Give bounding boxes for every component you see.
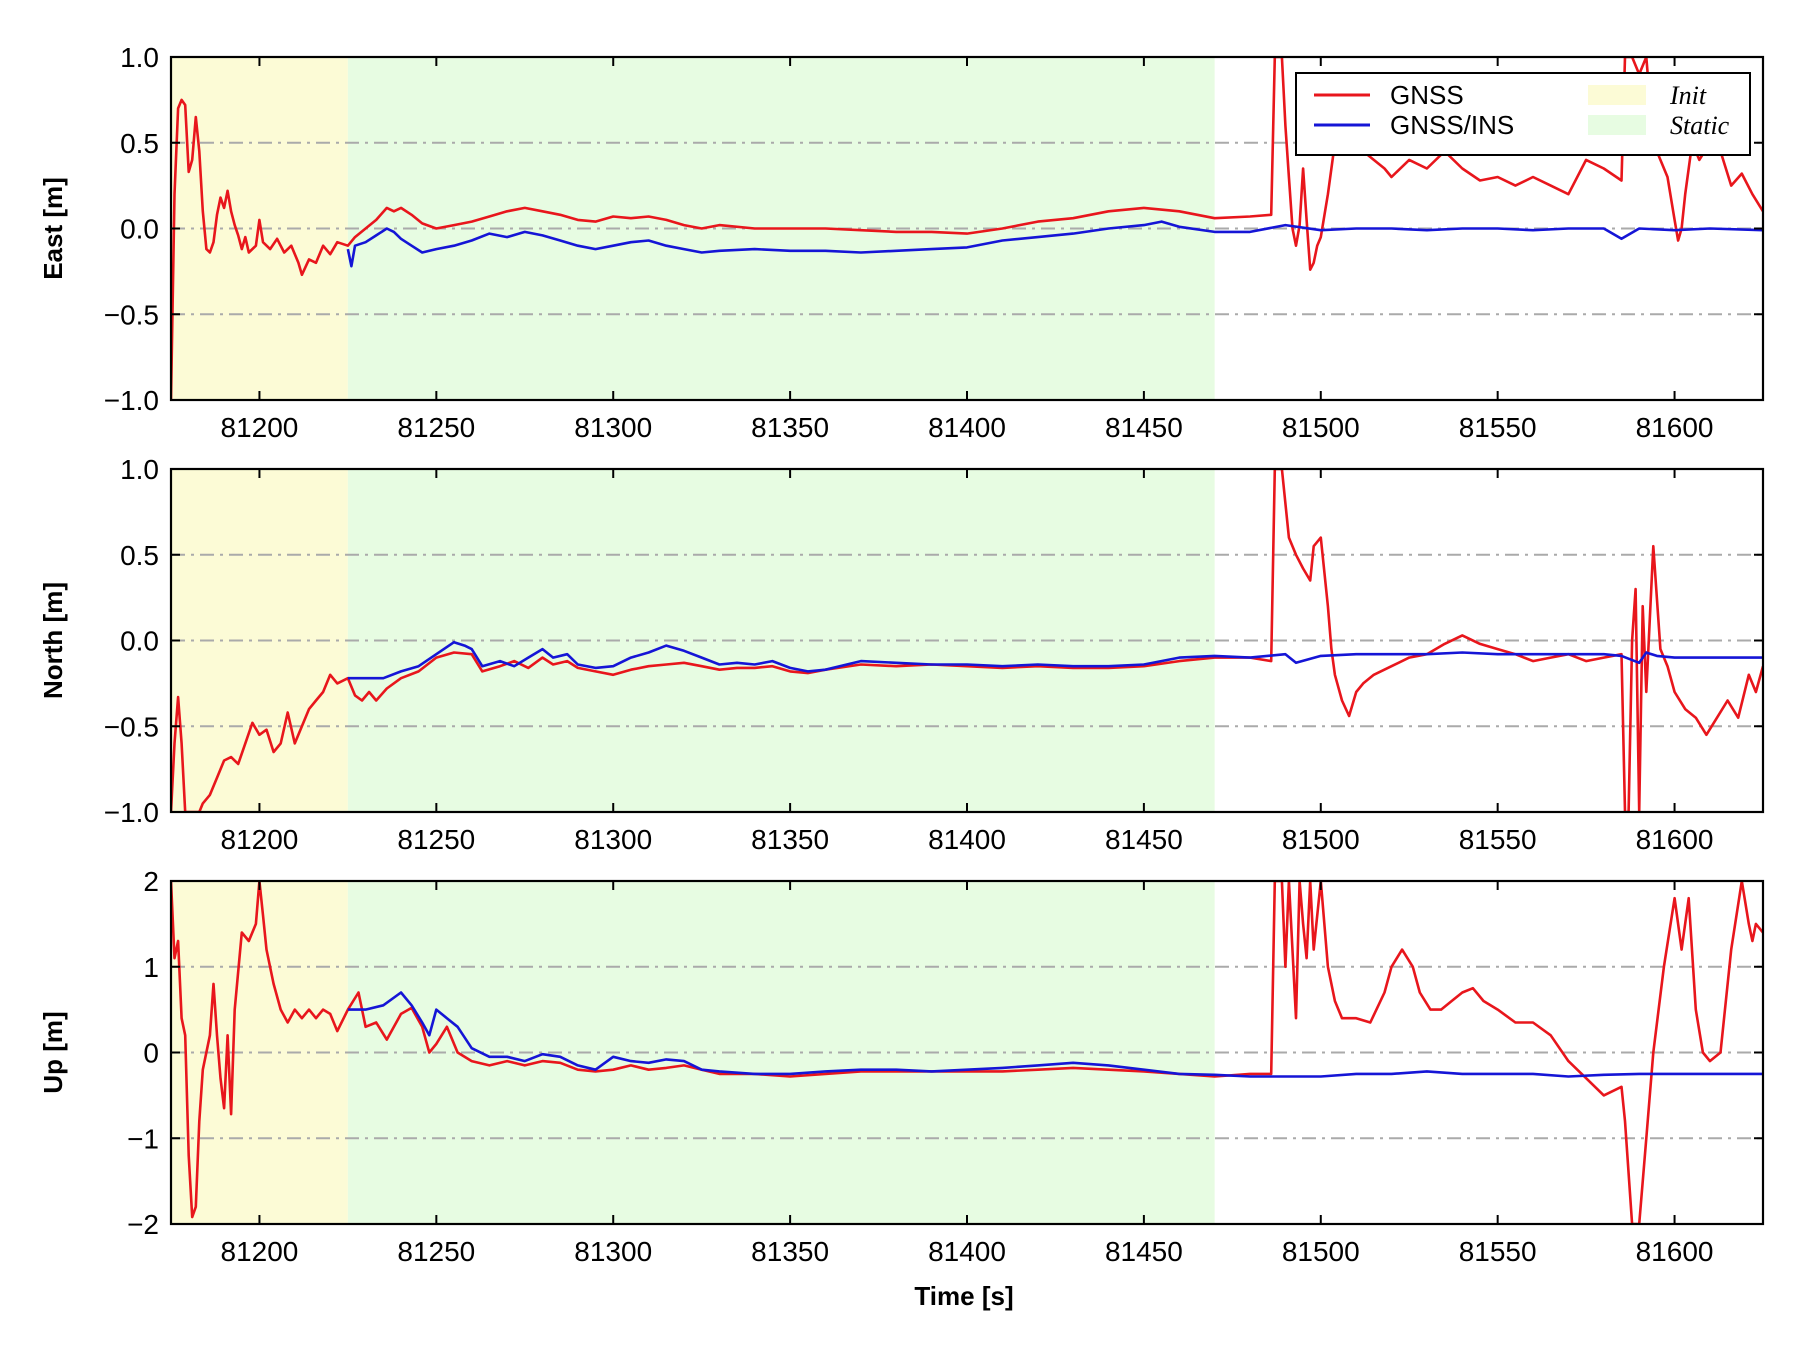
x-tick-label: 81600 [1636,412,1714,443]
x-tick-label: 81550 [1459,412,1537,443]
x-tick-label: 81350 [751,1236,829,1267]
panel-2: −2 −1 0 1 2 81200 81250 81300 81350 81400 81450 815… [38,866,1765,1267]
legend-swatch [1588,85,1646,105]
legend-label: Init [1669,81,1707,110]
y-tick-label: 0.0 [120,214,159,245]
x-tick-label: 81400 [928,1236,1006,1267]
x-tick-label: 81400 [928,412,1006,443]
y-tick-label: −1.0 [104,797,159,828]
series-gnss-ins-0 [346,220,1763,268]
y-axis-label: Up [m] [38,1011,68,1093]
y-tick-label: −1.0 [104,385,159,416]
y-tick-label: −2 [127,1209,159,1240]
x-tick-label: 81350 [751,412,829,443]
legend-swatch [1588,115,1646,135]
series-gnss-ins-1 [347,640,1763,680]
legend-label: GNSS/INS [1390,110,1514,140]
panel-1: −1.0 −0.5 0.0 0.5 1.0 81200 81250 81300 81350 814… [38,454,1765,855]
x-tick-label: 81200 [221,824,299,855]
legend-box [1295,72,1751,156]
legend-label: GNSS [1390,80,1464,110]
x-tick-label: 81250 [397,824,475,855]
y-tick-label: 0.5 [120,540,159,571]
x-tick-label: 81500 [1282,824,1360,855]
y-tick-label: 0.5 [120,128,159,159]
y-tick-label: −1 [127,1123,159,1154]
y-tick-label: 0 [143,1038,159,1069]
series-gnss-0 [171,57,1763,400]
x-tick-label: 81450 [1105,824,1183,855]
x-tick-label: 81550 [1459,824,1537,855]
x-tick-label: 81300 [574,1236,652,1267]
x-tick-label: 81200 [221,412,299,443]
series-gnss-ins-2 [347,991,1763,1078]
x-tick-label: 81250 [397,1236,475,1267]
x-tick-label: 81250 [397,412,475,443]
x-tick-label: 81450 [1105,412,1183,443]
x-tick-label: 81200 [221,1236,299,1267]
x-tick-label: 81300 [574,412,652,443]
y-tick-label: 2 [143,866,159,897]
panel-0: −1.0 −0.5 0.0 0.5 1.0 81200 81250 81300 81350 814… [38,42,1765,443]
y-tick-label: 0.0 [120,626,159,657]
x-tick-label: 81500 [1282,1236,1360,1267]
x-tick-label: 81450 [1105,1236,1183,1267]
y-tick-label: −0.5 [104,299,159,330]
x-tick-label: 81550 [1459,1236,1537,1267]
legend-label: Static [1670,111,1730,140]
x-tick-label: 81500 [1282,412,1360,443]
x-tick-label: 81600 [1636,824,1714,855]
x-tick-label: 81300 [574,824,652,855]
y-tick-label: 1 [143,952,159,983]
series-gnss-2 [171,881,1763,1224]
x-tick-label: 81600 [1636,1236,1714,1267]
y-tick-label: 1.0 [120,454,159,485]
x-tick-label: 81350 [751,824,829,855]
y-tick-label: −0.5 [104,711,159,742]
y-axis-label: North [m] [38,582,68,699]
panels: −1.0 −0.5 0.0 0.5 1.0 81200 81250 81300 81350 814… [38,42,1765,1267]
x-tick-label: 81400 [928,824,1006,855]
y-axis-label: East [m] [38,177,68,280]
y-tick-label: 1.0 [120,42,159,73]
x-axis-label: Time [s] [914,1281,1013,1311]
